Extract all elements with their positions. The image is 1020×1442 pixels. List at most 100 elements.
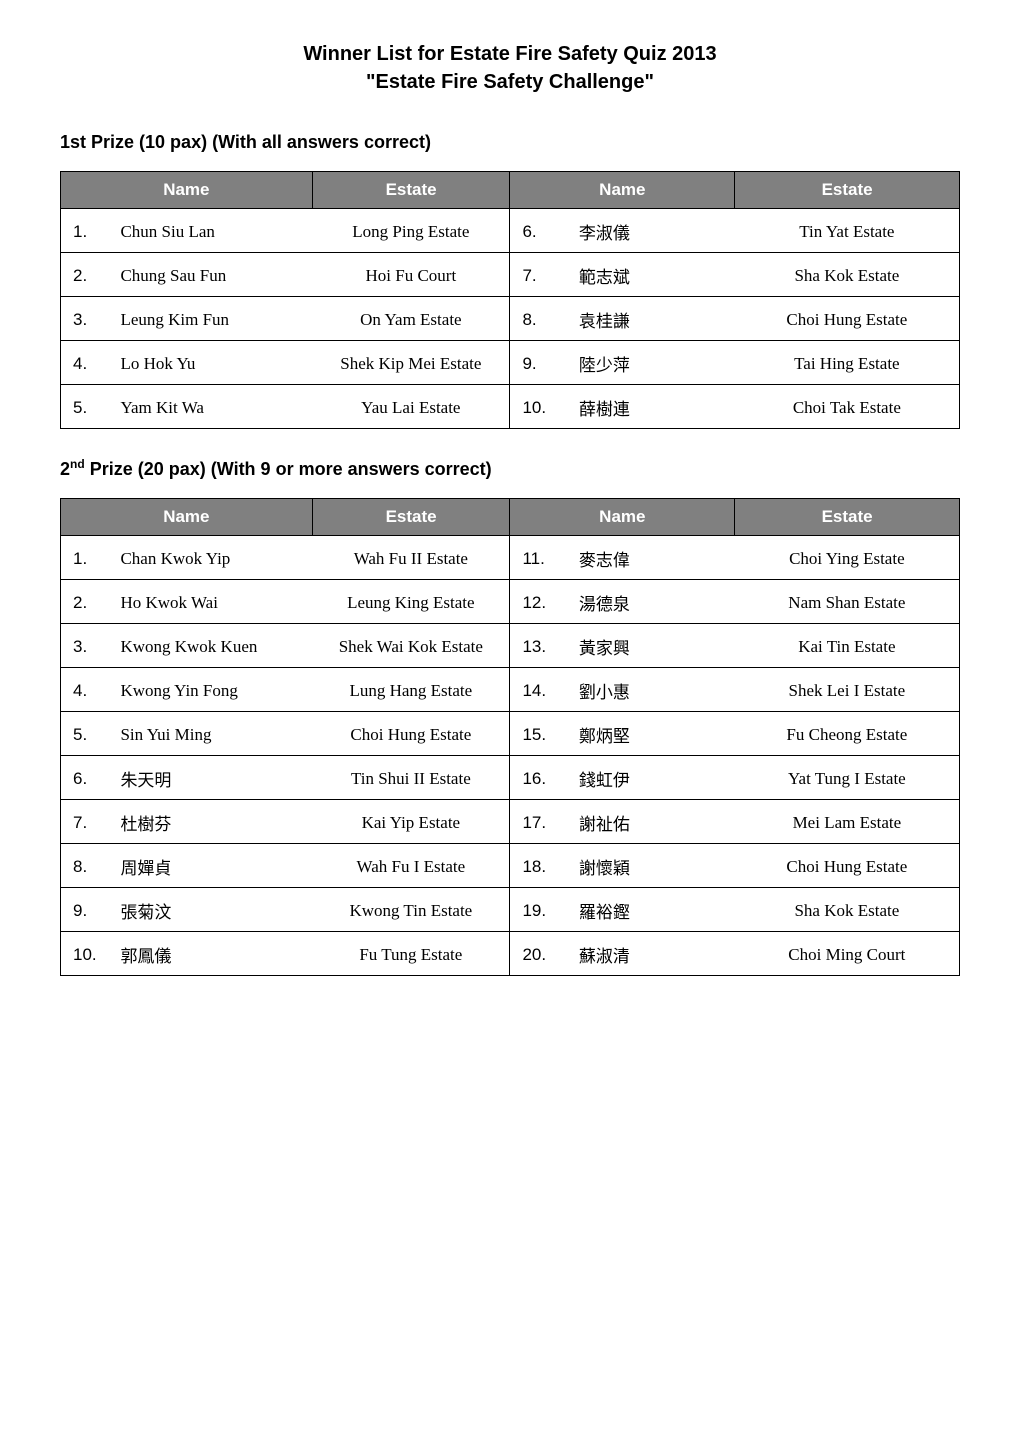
winner-estate: Choi Hung Estate <box>312 712 510 756</box>
col-estate-left: Estate <box>312 499 510 536</box>
winner-estate: Shek Lei I Estate <box>735 668 960 712</box>
row-index: 13. <box>510 624 573 668</box>
winner-estate: Tin Shui II Estate <box>312 756 510 800</box>
winner-estate: Tai Hing Estate <box>735 341 960 385</box>
winner-name: Sin Yui Ming <box>114 712 312 756</box>
row-index: 2. <box>61 253 115 297</box>
table-row: 4.Kwong Yin FongLung Hang Estate14.劉小惠Sh… <box>61 668 960 712</box>
row-index: 6. <box>61 756 115 800</box>
prize-2-table: Name Estate Name Estate 1.Chan Kwok YipW… <box>60 498 960 976</box>
page-title: Winner List for Estate Fire Safety Quiz … <box>60 40 960 96</box>
col-estate-right: Estate <box>735 499 960 536</box>
winner-name: 陸少萍 <box>573 341 735 385</box>
winner-name: 湯德泉 <box>573 580 735 624</box>
table-row: 5.Yam Kit WaYau Lai Estate10.薛樹連Choi Tak… <box>61 385 960 429</box>
table-row: 1.Chun Siu LanLong Ping Estate6.李淑儀Tin Y… <box>61 209 960 253</box>
winner-estate: Wah Fu I Estate <box>312 844 510 888</box>
winner-estate: Shek Wai Kok Estate <box>312 624 510 668</box>
prize-2-heading-prefix: 2 <box>60 459 70 479</box>
table-row: 7.杜樹芬Kai Yip Estate17.謝祉佑Mei Lam Estate <box>61 800 960 844</box>
row-index: 7. <box>61 800 115 844</box>
winner-name: 李淑儀 <box>573 209 735 253</box>
winner-name: 範志斌 <box>573 253 735 297</box>
winner-estate: Kai Tin Estate <box>735 624 960 668</box>
row-index: 5. <box>61 712 115 756</box>
prize-1-heading: 1st Prize (10 pax) (With all answers cor… <box>60 132 960 153</box>
table-row: 10.郭鳳儀Fu Tung Estate20.蘇淑清Choi Ming Cour… <box>61 932 960 976</box>
winner-name: Ho Kwok Wai <box>114 580 312 624</box>
winner-estate: Long Ping Estate <box>312 209 510 253</box>
col-name-left: Name <box>61 172 313 209</box>
winner-name: 黃家興 <box>573 624 735 668</box>
row-index: 2. <box>61 580 115 624</box>
row-index: 10. <box>510 385 573 429</box>
row-index: 12. <box>510 580 573 624</box>
col-estate-left: Estate <box>312 172 510 209</box>
winner-name: 羅裕鏗 <box>573 888 735 932</box>
row-index: 9. <box>61 888 115 932</box>
winner-name: Lo Hok Yu <box>114 341 312 385</box>
table-row: 3.Leung Kim FunOn Yam Estate8.袁桂謙Choi Hu… <box>61 297 960 341</box>
table-row: 2.Ho Kwok WaiLeung King Estate12.湯德泉Nam … <box>61 580 960 624</box>
winner-estate: Mei Lam Estate <box>735 800 960 844</box>
col-name-right: Name <box>510 499 735 536</box>
row-index: 3. <box>61 624 115 668</box>
table-row: 9.張菊汶Kwong Tin Estate19.羅裕鏗Sha Kok Estat… <box>61 888 960 932</box>
row-index: 15. <box>510 712 573 756</box>
winner-estate: Wah Fu II Estate <box>312 536 510 580</box>
row-index: 20. <box>510 932 573 976</box>
row-index: 14. <box>510 668 573 712</box>
col-name-left: Name <box>61 499 313 536</box>
winner-estate: Choi Hung Estate <box>735 297 960 341</box>
prize-1-table: Name Estate Name Estate 1.Chun Siu LanLo… <box>60 171 960 429</box>
title-line-1: Winner List for Estate Fire Safety Quiz … <box>303 43 716 65</box>
winner-estate: Leung King Estate <box>312 580 510 624</box>
winner-estate: On Yam Estate <box>312 297 510 341</box>
title-line-2: "Estate Fire Safety Challenge" <box>366 71 654 93</box>
row-index: 5. <box>61 385 115 429</box>
table-row: 4.Lo Hok YuShek Kip Mei Estate9.陸少萍Tai H… <box>61 341 960 385</box>
winner-estate: Sha Kok Estate <box>735 888 960 932</box>
row-index: 4. <box>61 668 115 712</box>
row-index: 10. <box>61 932 115 976</box>
row-index: 17. <box>510 800 573 844</box>
winner-estate: Hoi Fu Court <box>312 253 510 297</box>
winner-name: 麥志偉 <box>573 536 735 580</box>
winner-estate: Sha Kok Estate <box>735 253 960 297</box>
winner-name: Kwong Kwok Kuen <box>114 624 312 668</box>
winner-name: 郭鳳儀 <box>114 932 312 976</box>
row-index: 18. <box>510 844 573 888</box>
winner-name: 謝祉佑 <box>573 800 735 844</box>
winner-name: 謝懷穎 <box>573 844 735 888</box>
winner-estate: Choi Ming Court <box>735 932 960 976</box>
winner-estate: Choi Tak Estate <box>735 385 960 429</box>
winner-estate: Choi Ying Estate <box>735 536 960 580</box>
winner-name: 鄭炳堅 <box>573 712 735 756</box>
table-header-row: Name Estate Name Estate <box>61 172 960 209</box>
row-index: 1. <box>61 209 115 253</box>
row-index: 16. <box>510 756 573 800</box>
winner-estate: Kai Yip Estate <box>312 800 510 844</box>
table-row: 8.周嬋貞Wah Fu I Estate18.謝懷穎Choi Hung Esta… <box>61 844 960 888</box>
table-row: 6.朱天明Tin Shui II Estate16.錢虹伊Yat Tung I … <box>61 756 960 800</box>
table-row: 2.Chung Sau FunHoi Fu Court7.範志斌Sha Kok … <box>61 253 960 297</box>
winner-name: Chung Sau Fun <box>114 253 312 297</box>
winner-name: 錢虹伊 <box>573 756 735 800</box>
winner-name: 蘇淑清 <box>573 932 735 976</box>
winner-name: 劉小惠 <box>573 668 735 712</box>
winner-estate: Tin Yat Estate <box>735 209 960 253</box>
winner-estate: Yat Tung I Estate <box>735 756 960 800</box>
winner-name: 袁桂謙 <box>573 297 735 341</box>
row-index: 8. <box>510 297 573 341</box>
table-row: 1.Chan Kwok YipWah Fu II Estate11.麥志偉Cho… <box>61 536 960 580</box>
winner-name: Chun Siu Lan <box>114 209 312 253</box>
prize-2-heading: 2nd Prize (20 pax) (With 9 or more answe… <box>60 457 960 480</box>
table-row: 3.Kwong Kwok KuenShek Wai Kok Estate13.黃… <box>61 624 960 668</box>
winner-name: Yam Kit Wa <box>114 385 312 429</box>
winner-estate: Kwong Tin Estate <box>312 888 510 932</box>
row-index: 19. <box>510 888 573 932</box>
col-name-right: Name <box>510 172 735 209</box>
prize-2-heading-sup: nd <box>70 457 85 471</box>
table-header-row: Name Estate Name Estate <box>61 499 960 536</box>
prize-2-heading-suffix: Prize (20 pax) (With 9 or more answers c… <box>85 459 492 479</box>
